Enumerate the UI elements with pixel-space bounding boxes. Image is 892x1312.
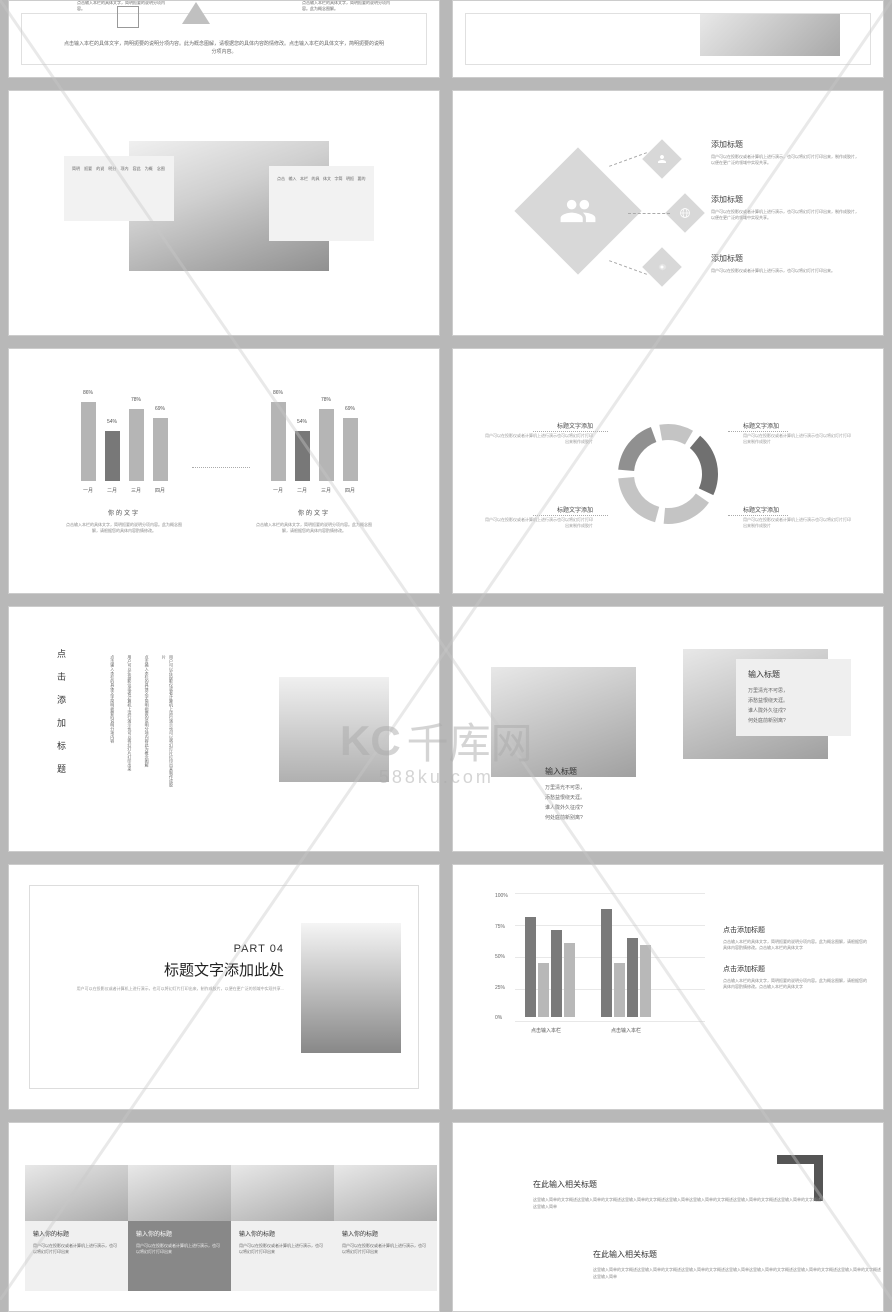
diamond-main	[514, 147, 641, 274]
item-3: 添加标题 用户可以在投影仪或者计算机上进行演示，也可以将幻灯片打印出来。	[711, 253, 861, 274]
right-title: 点击添加标题	[723, 964, 868, 974]
vertical-title: 点击添加标题	[57, 647, 66, 775]
x-label-2: 点击输入本栏	[611, 1027, 641, 1034]
x-label-1: 点击输入本栏	[531, 1027, 561, 1034]
card-row: 输入你的标题用户可以在投影仪或者计算机上进行演示，也可以将幻灯片打印出来输入你的…	[25, 1165, 437, 1291]
slide-1-right	[452, 0, 884, 78]
slide-4-right: 输入标题 万里清光不可思， 添愁益恨绕天涯。 谁人陇外久征戍? 何处庭前新别离?…	[452, 606, 884, 852]
block-text: 这里输入简单的文字概述这里输入简单的文字概述这里输入简单的文字概述这里输入简单这…	[593, 1266, 883, 1280]
connector	[609, 152, 647, 167]
card-line: 何处庭前新别离?	[545, 813, 636, 823]
building-image	[279, 677, 389, 782]
item-1: 添加标题 用户可以在投影仪或者计算机上进行演示，也可以将幻灯片打印出来，制作成胶…	[711, 139, 861, 166]
card-line: 万里清光不可思，	[545, 783, 636, 793]
building-image	[700, 14, 840, 56]
slide-6-right: 在此输入相关标题 这里输入简单的文字概述这里输入简单的文字概述这里输入简单的文字…	[452, 1122, 884, 1312]
text-col-1: 点击输入本栏的具体文字，简明扼要的说明分项内容。	[77, 0, 167, 12]
item-2: 添加标题 用户可以在投影仪或者计算机上进行演示，也可以将幻灯片打印出来，制作成胶…	[711, 194, 861, 221]
donut-label-tl: 标题文字添加 用户可以在投影仪或者计算机上进行演示也可以将幻灯片打印出来制作成胶…	[483, 421, 593, 444]
card-line: 谁人陇外久征戍?	[545, 803, 636, 813]
slide-2-right: 添加标题 用户可以在投影仪或者计算机上进行演示，也可以将幻灯片打印出来，制作成胶…	[452, 90, 884, 336]
card-line: 添愁益恨绕天涯。	[748, 696, 839, 706]
label-title: 标题文字添加	[743, 421, 853, 430]
card-title: 输入标题	[748, 669, 839, 680]
slide-5-left: PART 04 标题文字添加此处 用户可以在投影仪或者计算机上进行演示，也可以将…	[8, 864, 440, 1110]
right-body: 点击输入本栏的具体文字，简明扼要的说明分项内容。此为概念图解，请根据您的具体内容…	[723, 939, 868, 952]
people-icon	[559, 192, 597, 230]
item-text: 用户可以在投影仪或者计算机上进行演示，也可以将幻灯片打印出来，制作成胶片，以便在…	[711, 209, 861, 221]
card-line: 谁人陇外久征戍?	[748, 706, 839, 716]
card-title: 输入标题	[545, 766, 636, 777]
block-title: 在此输入相关标题	[533, 1179, 823, 1190]
label-text: 用户可以在投影仪或者计算机上进行演示也可以将幻灯片打印出来制作成胶片	[483, 433, 593, 444]
title-card-2: 输入标题 万里清光不可思， 添愁益恨绕天涯。 谁人陇外久征戍? 何处庭前新别离?	[736, 659, 851, 736]
donut-label-br: 标题文字添加 用户可以在投影仪或者计算机上进行演示也可以将幻灯片打印出来制作成胶…	[743, 505, 853, 528]
donut-label-bl: 标题文字添加 用户可以在投影仪或者计算机上进行演示也可以将幻灯片打印出来制作成胶…	[483, 505, 593, 528]
text-box-2: 点击输入本栏的具体文字简明扼要的	[269, 166, 374, 241]
bar-groups	[525, 909, 673, 1017]
person-icon	[656, 153, 668, 165]
card-line: 万里清光不可思，	[748, 686, 839, 696]
diamond-small-1	[642, 139, 682, 179]
shape-triangle	[182, 2, 210, 24]
slide-5-right: 100%75%50%25%0% 点击输入本栏 点击输入本栏 点击添加标题 点击输…	[452, 864, 884, 1110]
slide-caption: 点击输入本栏的具体文字，简明扼要的说明分项内容。此为概念图解，请根据您的具体内容…	[62, 40, 385, 56]
slide-4-left: 点击添加标题 点击输入本栏的具体文字简明扼要的说明分项内容用户可以在投影仪或者计…	[8, 606, 440, 852]
block-title: 在此输入相关标题	[593, 1249, 883, 1260]
slide-2-left: 简明扼要的说明分项内容此为概念图 点击输入本栏的具体文字简明扼要的	[8, 90, 440, 336]
label-title: 标题文字添加	[743, 505, 853, 514]
donut-chart	[613, 419, 723, 534]
item-text: 用户可以在投影仪或者计算机上进行演示，也可以将幻灯片打印出来，制作成胶片，以便在…	[711, 154, 861, 166]
text-block-2: 在此输入相关标题 这里输入简单的文字概述这里输入简单的文字概述这里输入简单的文字…	[593, 1249, 883, 1280]
item-title: 添加标题	[711, 139, 861, 150]
title-card-1: 输入标题 万里清光不可思， 添愁益恨绕天涯。 谁人陇外久征戍? 何处庭前新别离?	[533, 756, 648, 833]
connector	[609, 260, 647, 275]
text-columns: 点击输入本栏的具体文字简明扼要的说明分项内容用户可以在投影仪或者计算机上进行演示…	[109, 655, 175, 790]
part-block: PART 04 标题文字添加此处 用户可以在投影仪或者计算机上进行演示，也可以将…	[77, 943, 284, 992]
right-body: 点击输入本栏的具体文字，简明扼要的说明分项内容。此为概念图解，请根据您的具体内容…	[723, 978, 868, 991]
label-text: 用户可以在投影仪或者计算机上进行演示也可以将幻灯片打印出来制作成胶片	[483, 517, 593, 528]
item-text: 用户可以在投影仪或者计算机上进行演示，也可以将幻灯片打印出来。	[711, 268, 861, 274]
label-title: 标题文字添加	[483, 421, 593, 430]
divider-dots	[192, 467, 250, 468]
item-title: 添加标题	[711, 194, 861, 205]
building-image	[301, 923, 401, 1053]
part-title: 标题文字添加此处	[77, 959, 284, 980]
slide-3-left: 86%54%78%69%一月二月三月四月你的文字点击输入本栏的具体文字，简明扼要…	[8, 348, 440, 594]
item-title: 添加标题	[711, 253, 861, 264]
text-box-1: 简明扼要的说明分项内容此为概念图	[64, 156, 174, 221]
donut-label-tr: 标题文字添加 用户可以在投影仪或者计算机上进行演示也可以将幻灯片打印出来制作成胶…	[743, 421, 853, 444]
bar-chart-1: 86%54%78%69%一月二月三月四月你的文字点击输入本栏的具体文字，简明扼要…	[64, 389, 184, 534]
part-number: PART 04	[77, 943, 284, 955]
part-subtitle: 用户可以在投影仪或者计算机上进行演示，也可以将幻灯片打印出来，制作成胶片，以便在…	[77, 986, 284, 992]
text-block-1: 在此输入相关标题 这里输入简单的文字概述这里输入简单的文字概述这里输入简单的文字…	[533, 1179, 823, 1210]
bar-chart-2: 86%54%78%69%一月二月三月四月你的文字点击输入本栏的具体文字，简明扼要…	[254, 389, 374, 534]
label-title: 标题文字添加	[483, 505, 593, 514]
gear-icon	[656, 261, 668, 273]
diamond-small-3	[642, 247, 682, 287]
diamond-small-2	[665, 193, 705, 233]
label-text: 用户可以在投影仪或者计算机上进行演示也可以将幻灯片打印出来制作成胶片	[743, 433, 853, 444]
text-col-2: 点击输入本栏的具体文字，简明扼要的说明分项内容。此为概念图解。	[302, 0, 392, 12]
right-text-1: 点击添加标题 点击输入本栏的具体文字，简明扼要的说明分项内容。此为概念图解，请根…	[723, 925, 868, 1003]
slide-6-left: 输入你的标题用户可以在投影仪或者计算机上进行演示，也可以将幻灯片打印出来输入你的…	[8, 1122, 440, 1312]
card-line: 添愁益恨绕天涯。	[545, 793, 636, 803]
label-text: 用户可以在投影仪或者计算机上进行演示也可以将幻灯片打印出来制作成胶片	[743, 517, 853, 528]
slide-1-left: 点击输入本栏的具体文字，简明扼要的说明分项内容。 点击输入本栏的具体文字，简明扼…	[8, 0, 440, 78]
card-line: 何处庭前新别离?	[748, 716, 839, 726]
y-axis: 100%75%50%25%0%	[495, 893, 508, 1021]
connector	[628, 213, 670, 214]
globe-icon	[679, 207, 691, 219]
right-title: 点击添加标题	[723, 925, 868, 935]
slide-3-right: 标题文字添加 用户可以在投影仪或者计算机上进行演示也可以将幻灯片打印出来制作成胶…	[452, 348, 884, 594]
block-text: 这里输入简单的文字概述这里输入简单的文字概述这里输入简单的文字概述这里输入简单这…	[533, 1196, 823, 1210]
